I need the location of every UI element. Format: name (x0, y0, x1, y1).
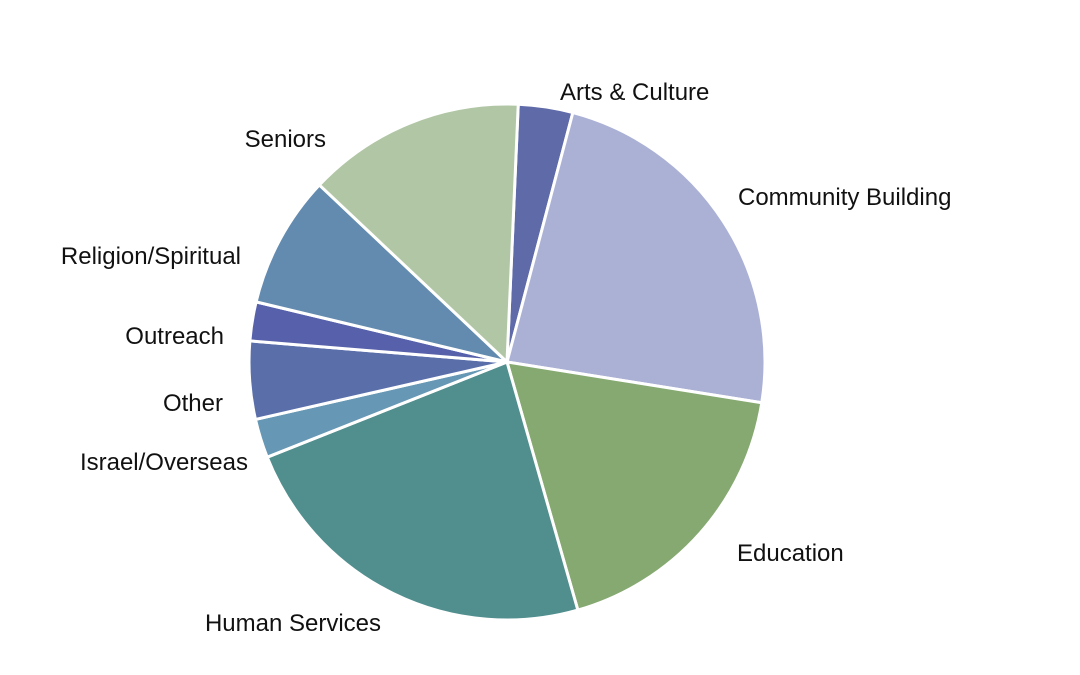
label-community-building: Community Building (738, 184, 951, 211)
label-arts-culture: Arts & Culture (560, 79, 709, 106)
label-human-services: Human Services (205, 610, 381, 637)
label-education: Education (737, 540, 844, 567)
label-israel-overseas: Israel/Overseas (80, 449, 248, 476)
slice-seniors (317, 102, 520, 364)
pie-slices (247, 102, 767, 622)
label-other: Other (163, 390, 223, 417)
pie-labels: Arts & Culture Community Building Educat… (61, 79, 952, 637)
slice-religion-spiritual (254, 183, 509, 364)
label-outreach: Outreach (125, 323, 224, 350)
slice-education (505, 360, 764, 612)
label-religion-spiritual: Religion/Spiritual (61, 243, 241, 270)
label-seniors: Seniors (245, 126, 326, 153)
slice-community-building (505, 111, 767, 405)
